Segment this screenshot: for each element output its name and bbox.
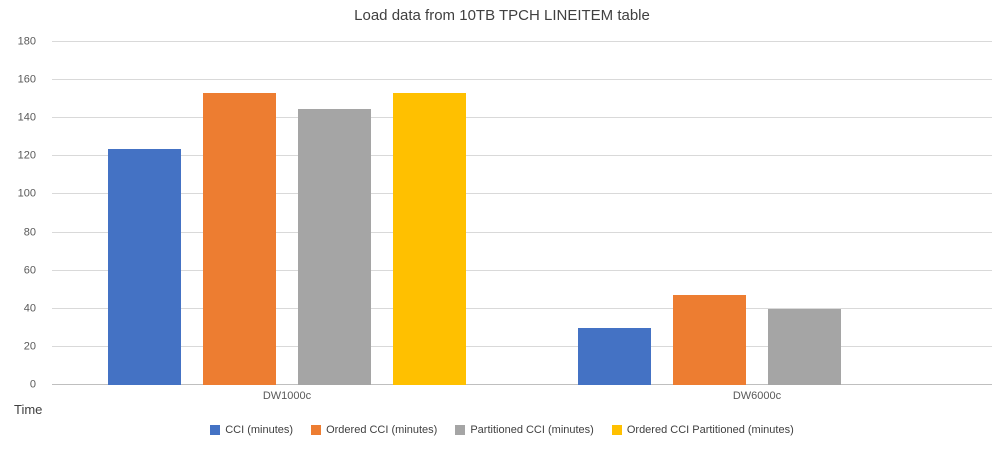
bar bbox=[673, 295, 746, 385]
bar bbox=[108, 148, 181, 385]
gridline bbox=[52, 155, 992, 157]
legend-label: Partitioned CCI (minutes) bbox=[470, 424, 594, 436]
y-tick-label: 100 bbox=[17, 187, 36, 200]
bar bbox=[768, 308, 841, 385]
legend-label: Ordered CCI Partitioned (minutes) bbox=[626, 424, 794, 436]
y-axis: 0 20 40 60 80 100 120 140 160 180 bbox=[0, 36, 42, 390]
x-axis-labels: DW1000c DW6000c bbox=[52, 390, 992, 402]
gridline bbox=[52, 231, 992, 233]
legend-item: Partitioned CCI (minutes) bbox=[455, 424, 594, 436]
bar-slot bbox=[863, 42, 936, 385]
bar bbox=[298, 108, 371, 385]
gridline bbox=[52, 79, 992, 81]
bar-slot bbox=[298, 42, 371, 385]
gridline bbox=[52, 269, 992, 271]
y-tick-label: 160 bbox=[17, 73, 36, 86]
legend-label: Ordered CCI (minutes) bbox=[326, 424, 438, 436]
legend-swatch-icon bbox=[210, 425, 221, 435]
y-tick-label: 80 bbox=[23, 226, 36, 239]
legend-swatch-icon bbox=[611, 425, 622, 435]
bar-slot bbox=[203, 42, 276, 385]
bar-slot bbox=[673, 42, 746, 385]
bar-slot bbox=[393, 42, 466, 385]
category-group-dw1000c bbox=[52, 42, 522, 385]
category-group-dw6000c bbox=[522, 42, 992, 385]
y-tick-label: 20 bbox=[23, 340, 36, 353]
y-tick-label: 180 bbox=[17, 35, 36, 48]
legend-item: Ordered CCI Partitioned (minutes) bbox=[611, 424, 794, 436]
y-tick-label: 120 bbox=[17, 149, 36, 162]
bar bbox=[578, 327, 651, 385]
bar bbox=[393, 93, 466, 385]
gridline bbox=[52, 41, 992, 42]
axis-title-time: Time bbox=[14, 402, 43, 417]
legend-label: CCI (minutes) bbox=[225, 424, 294, 436]
gridline bbox=[52, 193, 992, 195]
gridline bbox=[52, 345, 992, 347]
gridline bbox=[52, 117, 992, 119]
legend-swatch-icon bbox=[455, 425, 466, 435]
y-tick-label: 60 bbox=[23, 264, 36, 277]
plot-area bbox=[52, 41, 992, 385]
bar-groups bbox=[52, 42, 992, 385]
category-label: DW6000c bbox=[732, 390, 782, 402]
bar-slot bbox=[578, 42, 651, 385]
bar-slot bbox=[108, 42, 181, 385]
legend-swatch-icon bbox=[311, 425, 322, 435]
y-tick-label: 40 bbox=[23, 302, 36, 315]
y-tick-label: 0 bbox=[29, 378, 36, 391]
legend-item: Ordered CCI (minutes) bbox=[311, 424, 437, 436]
bar bbox=[203, 93, 276, 385]
y-tick-label: 140 bbox=[17, 111, 36, 124]
category-label: DW1000c bbox=[262, 390, 312, 402]
legend-item: CCI (minutes) bbox=[210, 424, 293, 436]
chart-title: Load data from 10TB TPCH LINEITEM table bbox=[354, 7, 650, 24]
legend: CCI (minutes) Ordered CCI (minutes) Partit… bbox=[0, 424, 1004, 436]
x-axis-line bbox=[52, 384, 992, 385]
bar-slot bbox=[768, 42, 841, 385]
gridline bbox=[52, 307, 992, 309]
